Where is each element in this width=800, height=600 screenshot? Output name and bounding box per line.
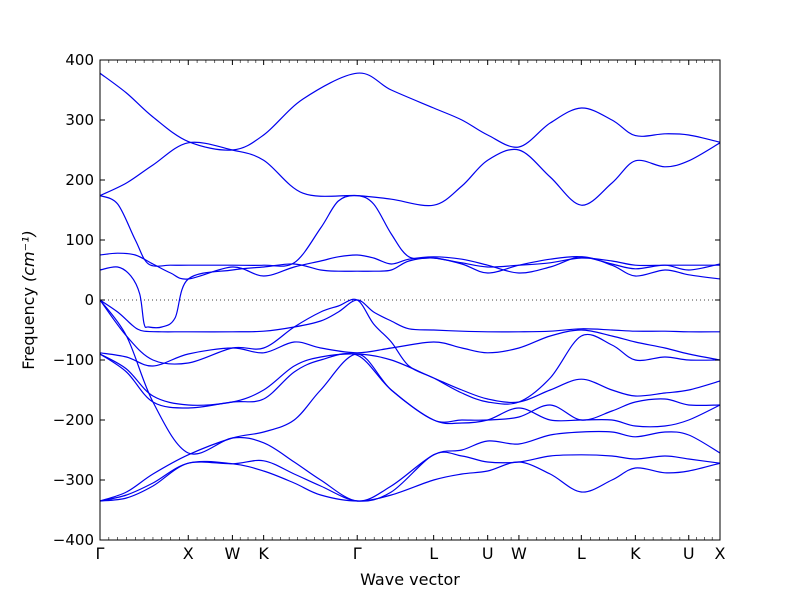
x-tick-label: L (577, 544, 586, 563)
band-line-3 (100, 194, 720, 268)
x-axis-label: Wave vector (360, 570, 460, 589)
y-axis-unit: (cm⁻¹) (19, 230, 38, 282)
x-tick-label: X (715, 544, 726, 563)
x-tick-label: K (258, 544, 269, 563)
x-tick-label: U (683, 544, 695, 563)
x-tick-label: W (511, 544, 527, 563)
y-tick-label: 0 (84, 291, 94, 309)
y-axis-label: Frequency (cm⁻¹) (19, 230, 38, 369)
x-tick-label: Γ (96, 544, 105, 563)
y-tick-label: −100 (53, 351, 94, 369)
phonon-bands (100, 72, 720, 502)
y-tick-label: −400 (53, 531, 94, 549)
band-line-2 (100, 141, 720, 207)
plot-frame (99, 59, 721, 541)
band-line-11 (100, 353, 720, 502)
x-tick-label: X (183, 544, 194, 563)
band-line-14 (100, 460, 720, 502)
y-tick-label: 200 (65, 171, 94, 189)
y-tick-label: −200 (53, 411, 94, 429)
band-line-6 (100, 299, 720, 333)
y-tick-label: 100 (65, 231, 94, 249)
band-line-9 (100, 353, 720, 406)
y-axis-label-text: Frequency (19, 287, 38, 370)
y-axis-ticks: −400 −300 −200 −100 0 100 200 300 400 (53, 51, 720, 549)
y-tick-label: −300 (53, 471, 94, 489)
x-tick-label: K (630, 544, 641, 563)
x-tick-label: U (482, 544, 494, 563)
band-line-7 (100, 298, 720, 405)
x-tick-label: Γ (353, 544, 362, 563)
x-tick-label: W (224, 544, 240, 563)
band-line-8 (100, 329, 720, 367)
x-tick-label: L (429, 544, 438, 563)
y-tick-label: 400 (65, 51, 94, 69)
band-line-4 (100, 252, 720, 280)
y-tick-label: 300 (65, 111, 94, 129)
band-line-5 (100, 256, 720, 329)
